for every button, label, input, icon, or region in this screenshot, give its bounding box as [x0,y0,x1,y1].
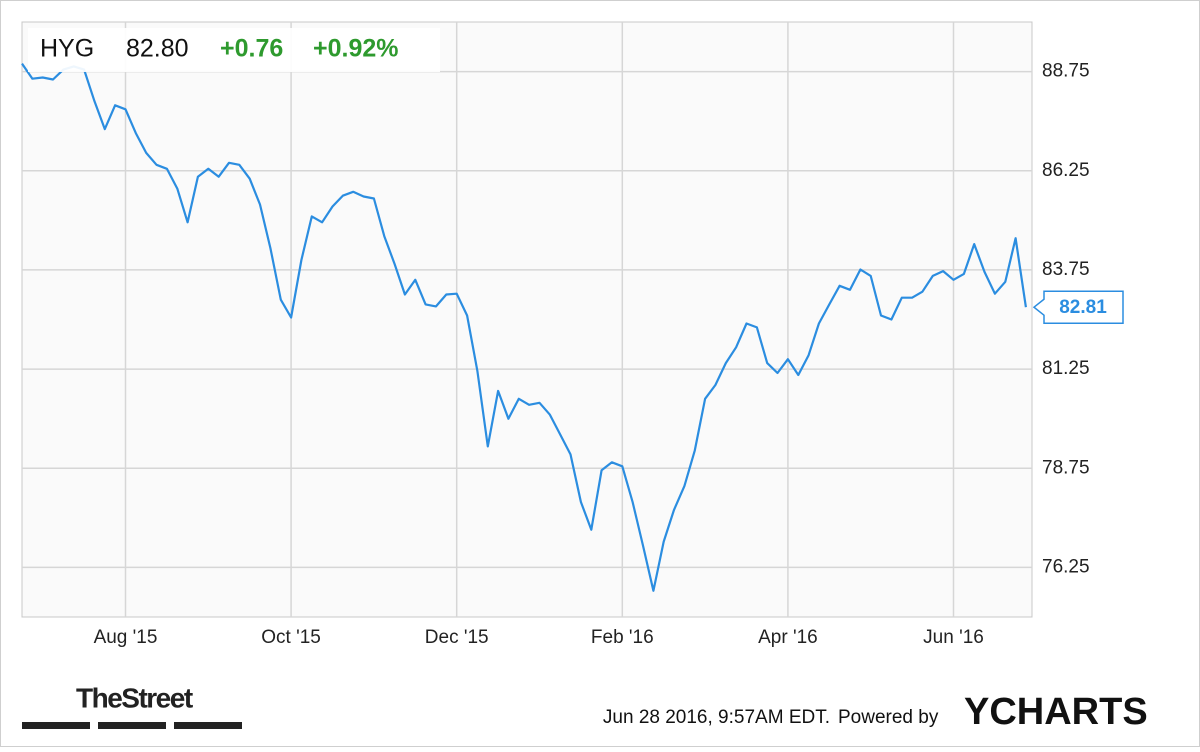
ticker: HYG [40,35,94,63]
plot-area [21,21,1033,618]
last-value-label: 82.81 [1059,297,1107,318]
logo-bar [98,722,166,729]
price: 82.80 [126,35,189,63]
grid [22,22,1032,617]
timestamp: Jun 28 2016, 9:57AM EDT. [603,707,830,728]
x-tick-label: Dec '15 [425,627,489,648]
price-line [21,62,1027,592]
x-tick-label: Apr '16 [758,627,818,648]
change: +0.76 [220,35,283,63]
logo-bar [174,722,242,729]
brand: YCHARTS [964,691,1148,733]
last-value-box [1032,290,1124,324]
y-tick-label: 86.25 [1042,160,1090,181]
x-tick-label: Aug '15 [94,627,158,648]
powered-by: Powered by [838,707,939,728]
x-tick-label: Jun '16 [923,627,984,648]
logo-bar [22,722,90,729]
header-box [28,28,440,72]
y-tick-label: 88.75 [1042,61,1090,82]
y-tick-label: 76.25 [1042,556,1090,577]
x-tick-label: Oct '15 [261,627,321,648]
logo: TheStreet [76,682,193,713]
x-tick-label: Feb '16 [591,627,654,648]
marks [21,62,1027,592]
y-tick-label: 81.25 [1042,358,1090,379]
change-percent: +0.92% [313,35,399,63]
y-tick-label: 78.75 [1042,457,1090,478]
y-tick-label: 83.75 [1042,259,1090,280]
